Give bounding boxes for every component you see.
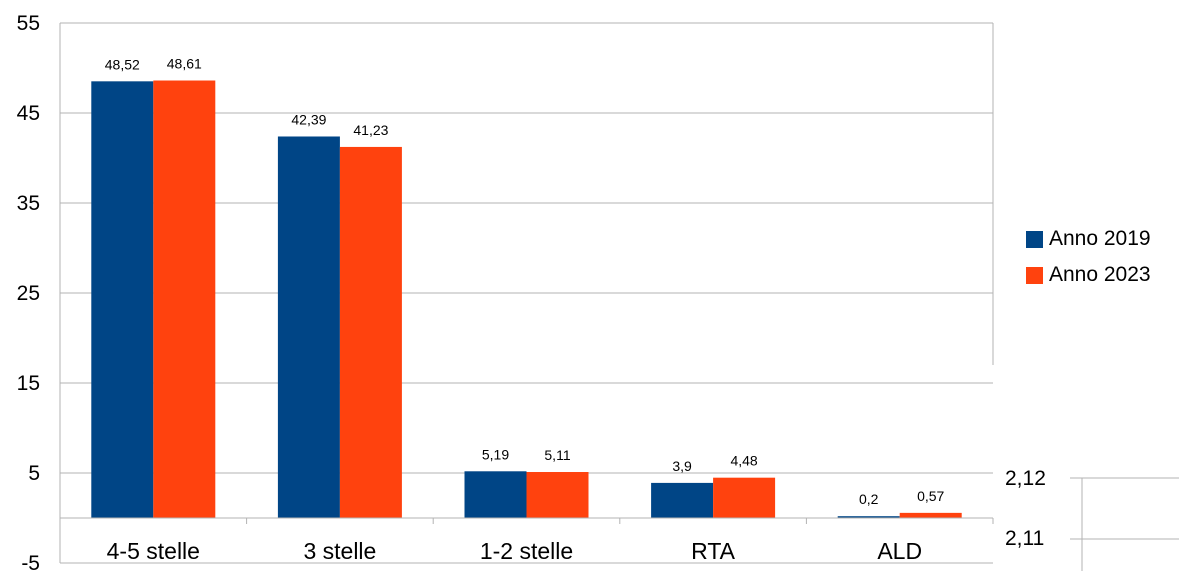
y-tick-label: 55	[17, 12, 40, 35]
data-label: 4,48	[730, 453, 757, 469]
data-label: 48,61	[167, 56, 202, 72]
bar-2019	[464, 471, 527, 518]
legend-item-2023: Anno 2023	[1026, 257, 1151, 293]
data-label: 0,2	[859, 491, 879, 507]
legend-label-2023: Anno 2023	[1049, 263, 1151, 286]
legend-swatch-2023	[1026, 266, 1043, 284]
data-label: 5,11	[544, 447, 570, 463]
data-label: 41,23	[353, 122, 388, 138]
x-tick-label: RTA	[691, 538, 736, 564]
bar-2023	[713, 477, 776, 518]
data-label: 0,57	[917, 488, 944, 504]
secondary-tick-label-top: 2,12	[1005, 467, 1046, 490]
y-tick-label: -5	[21, 552, 40, 571]
bar-2019	[837, 516, 900, 518]
bar-2019	[91, 81, 154, 518]
legend: Anno 2019 Anno 2023	[1026, 221, 1151, 293]
bar-2023	[899, 512, 962, 518]
legend-item-2019: Anno 2019	[1026, 221, 1151, 257]
legend-label-2019: Anno 2019	[1049, 227, 1151, 250]
y-tick-label: 5	[28, 462, 40, 485]
data-label: 3,9	[672, 458, 692, 474]
secondary-tick-label-bottom: 2,11	[1005, 527, 1045, 550]
y-tick-label: 45	[17, 102, 40, 125]
y-tick-label: 15	[17, 372, 40, 395]
data-label: 48,52	[105, 56, 140, 72]
bar-2023	[153, 80, 216, 518]
bar-2019	[277, 136, 340, 519]
x-tick-label: ALD	[877, 538, 922, 564]
y-tick-label: 35	[17, 192, 40, 215]
data-label: 5,19	[482, 446, 509, 462]
x-tick-label: 3 stelle	[303, 538, 376, 564]
data-label: 42,39	[291, 111, 326, 127]
bar-2023	[339, 146, 402, 518]
x-tick-label: 1-2 stelle	[480, 538, 573, 564]
x-tick-label: 4-5 stelle	[107, 538, 200, 564]
y-tick-label: 25	[17, 282, 40, 305]
legend-swatch-2019	[1026, 230, 1043, 248]
bar-2023	[526, 472, 589, 518]
bar-2019	[651, 482, 714, 518]
